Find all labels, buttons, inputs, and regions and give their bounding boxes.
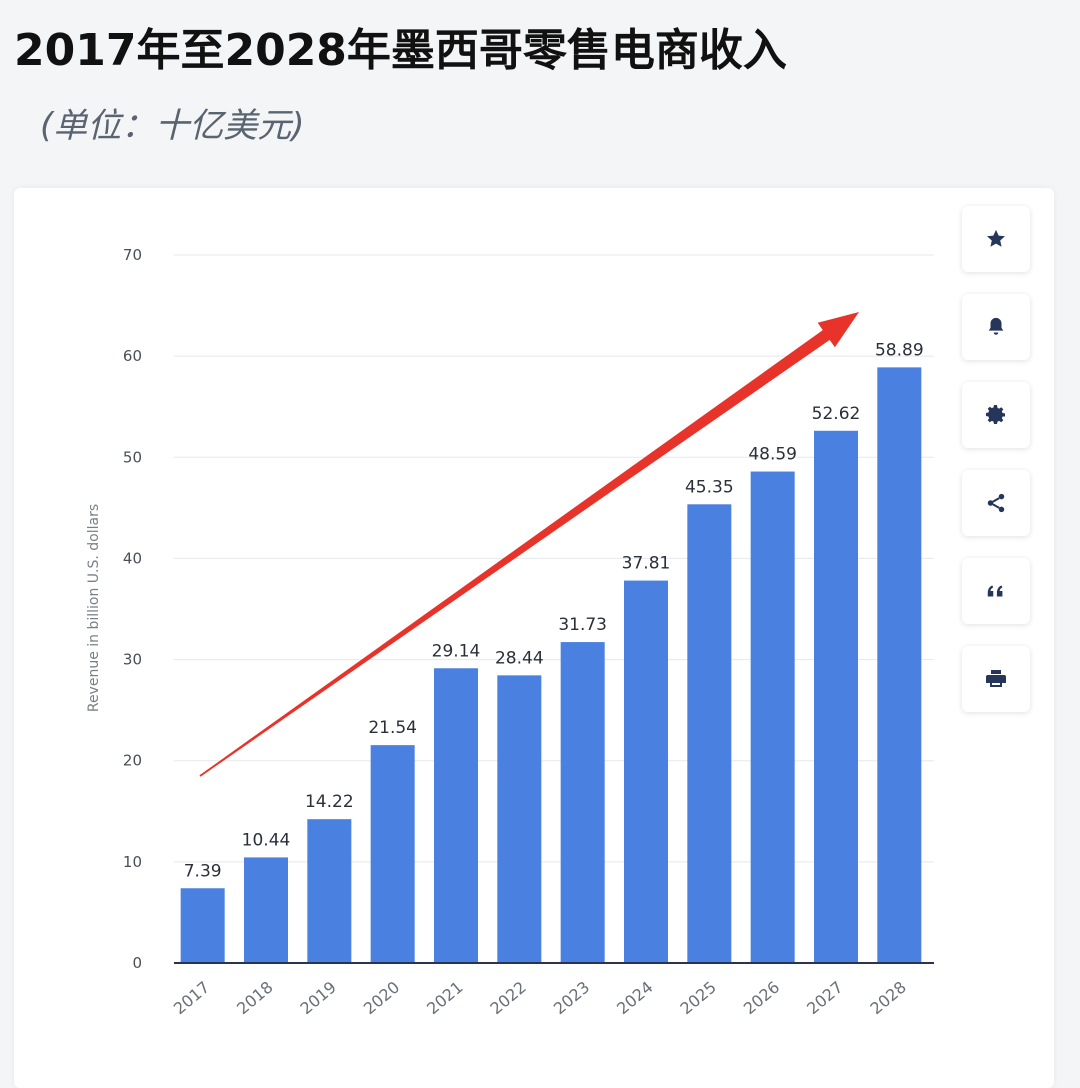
x-tick-label: 2019	[296, 978, 339, 1019]
data-label: 31.73	[558, 615, 607, 635]
bar	[434, 668, 478, 963]
bar	[750, 471, 795, 963]
print-button[interactable]	[962, 646, 1030, 712]
data-label: 58.89	[875, 340, 924, 360]
y-tick-label: 50	[123, 448, 142, 466]
data-label: 29.14	[432, 641, 481, 661]
data-label: 21.54	[368, 718, 417, 738]
favorite-button[interactable]	[962, 206, 1030, 272]
bar	[814, 430, 858, 964]
y-tick-label: 20	[123, 752, 142, 770]
data-label: 10.44	[242, 830, 291, 850]
y-tick-label: 0	[132, 954, 142, 972]
x-tick-label: 2017	[170, 978, 213, 1019]
bar	[180, 888, 225, 963]
quote-icon	[987, 585, 1003, 597]
x-tick-label: 2022	[486, 978, 529, 1019]
star-icon	[987, 229, 1005, 247]
y-tick-label: 60	[123, 347, 142, 365]
data-label: 52.62	[812, 404, 861, 424]
page-title: 2017年至2028年墨西哥零售电商收入	[14, 25, 787, 76]
print-icon	[986, 670, 1006, 687]
trend-arrow	[199, 312, 859, 777]
x-tick-label: 2021	[423, 978, 466, 1019]
share-icon	[987, 493, 1005, 513]
bar	[244, 857, 288, 963]
bar	[370, 745, 415, 963]
gear-icon	[986, 405, 1005, 424]
share-button[interactable]	[962, 470, 1030, 536]
settings-button[interactable]	[962, 382, 1030, 448]
x-tick-label: 2025	[676, 978, 719, 1019]
bar	[307, 819, 352, 963]
bell-icon	[988, 317, 1004, 335]
data-label: 37.81	[622, 554, 671, 574]
y-tick-label: 70	[123, 246, 142, 264]
chart-card: 0 10 20 30 40 50 60 70 Revenue in billion U.S. d…	[14, 188, 1054, 1088]
x-tick-label: 2018	[233, 978, 276, 1019]
x-tick-label: 2026	[740, 978, 783, 1019]
bar	[497, 675, 542, 963]
y-tick-label: 10	[123, 853, 142, 871]
x-tick-label: 2027	[803, 978, 846, 1019]
x-tick-label: 2020	[360, 978, 403, 1019]
y-tick-label: 30	[123, 651, 142, 669]
data-label: 45.35	[685, 477, 734, 497]
bar-chart: 0 10 20 30 40 50 60 70 Revenue in billion U.S. d…	[86, 246, 934, 1019]
y-axis-label: Revenue in billion U.S. dollars	[86, 504, 102, 712]
x-tick-label: 2028	[866, 978, 909, 1019]
bar	[624, 580, 668, 963]
bar	[877, 367, 922, 963]
data-label: 48.59	[748, 445, 797, 465]
data-label: 14.22	[305, 792, 354, 812]
cite-button[interactable]	[962, 558, 1030, 624]
page-subtitle: (单位：十亿美元)	[40, 106, 305, 146]
data-label: 7.39	[184, 861, 222, 881]
bar	[687, 504, 732, 963]
bar	[560, 642, 605, 963]
y-tick-label: 40	[123, 549, 142, 567]
x-tick-label: 2023	[550, 978, 593, 1019]
x-tick-label: 2024	[613, 978, 656, 1019]
notification-button[interactable]	[962, 294, 1030, 360]
data-label: 28.44	[495, 648, 544, 668]
